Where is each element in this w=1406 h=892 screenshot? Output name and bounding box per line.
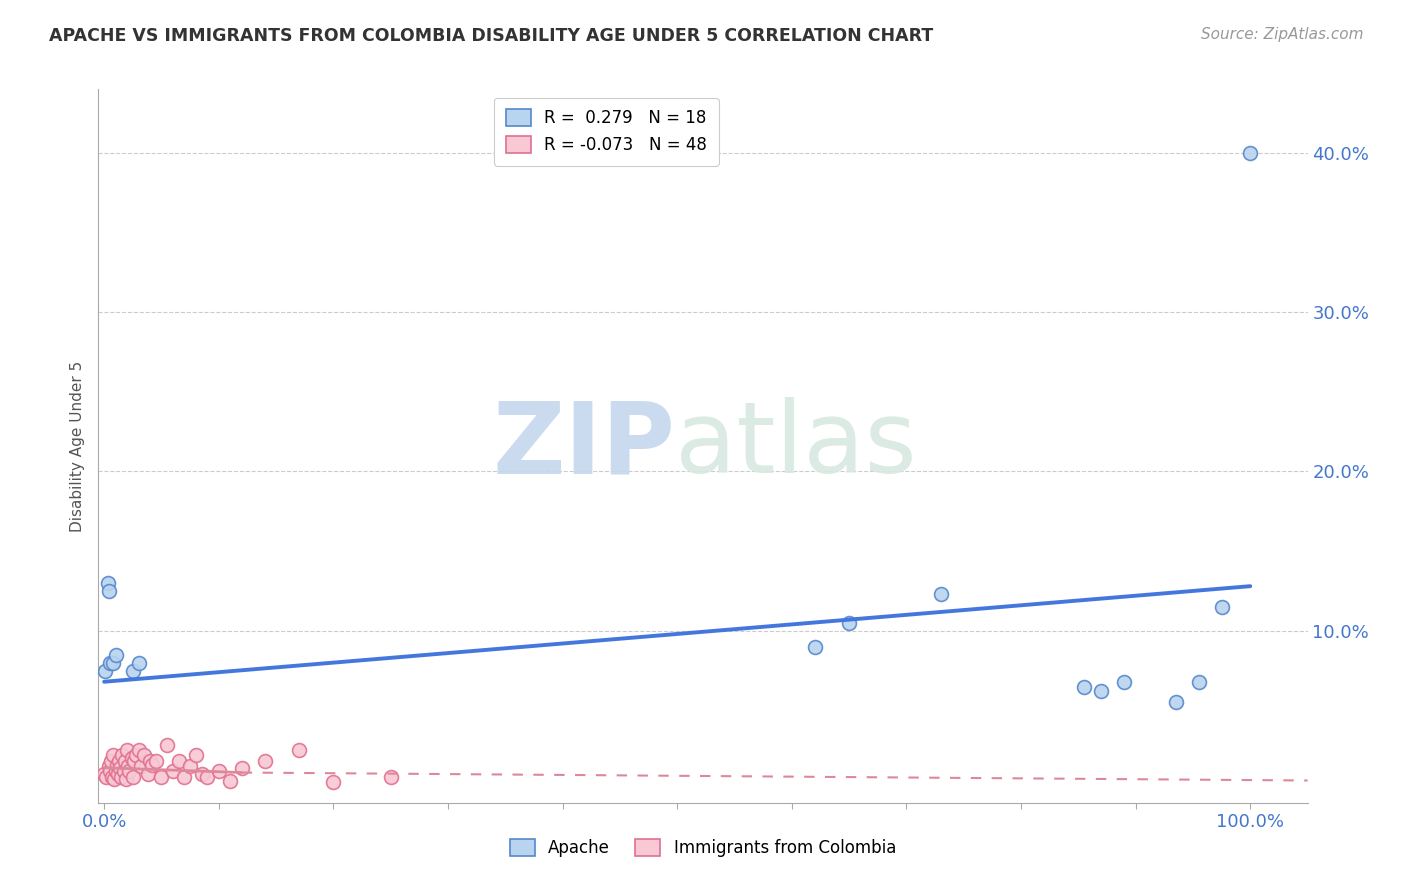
Point: [96, 770, 118, 784]
Point: [136, 767, 159, 781]
Point: [139, 755, 162, 769]
Point: [1090, 684, 1112, 698]
Point: [141, 757, 163, 772]
Text: APACHE VS IMMIGRANTS FROM COLOMBIA DISABILITY AGE UNDER 5 CORRELATION CHART: APACHE VS IMMIGRANTS FROM COLOMBIA DISAB…: [49, 27, 934, 45]
Point: [97, 759, 120, 773]
Point: [179, 759, 201, 773]
Point: [173, 770, 195, 784]
Point: [150, 770, 173, 784]
Point: [803, 640, 825, 654]
Point: [121, 751, 143, 765]
Point: [103, 656, 125, 670]
Point: [145, 755, 167, 769]
Point: [195, 770, 218, 784]
Point: [128, 656, 150, 670]
Point: [118, 764, 141, 778]
Point: [111, 747, 134, 762]
Point: [1188, 674, 1211, 689]
Point: [1073, 680, 1095, 694]
Point: [107, 767, 129, 781]
Point: [97, 583, 120, 598]
Point: [100, 755, 122, 769]
Point: [98, 764, 121, 778]
Point: [115, 772, 138, 786]
Point: [929, 587, 952, 601]
Point: [104, 764, 127, 778]
Point: [208, 764, 231, 778]
Point: [125, 747, 148, 762]
Text: Source: ZipAtlas.com: Source: ZipAtlas.com: [1201, 27, 1364, 42]
Point: [1114, 674, 1136, 689]
Point: [184, 747, 207, 762]
Point: [97, 576, 120, 591]
Point: [122, 755, 145, 769]
Point: [121, 664, 143, 678]
Point: [190, 767, 212, 781]
Point: [1211, 599, 1233, 614]
Point: [98, 656, 121, 670]
Point: [322, 775, 344, 789]
Point: [162, 764, 184, 778]
Point: [115, 743, 138, 757]
Point: [105, 757, 128, 772]
Point: [101, 770, 124, 784]
Point: [838, 615, 860, 630]
Point: [108, 761, 131, 775]
Point: [108, 755, 131, 769]
Point: [121, 770, 143, 784]
Point: [103, 772, 125, 786]
Point: [129, 759, 152, 773]
Y-axis label: Disability Age Under 5: Disability Age Under 5: [69, 360, 84, 532]
Point: [1164, 696, 1187, 710]
Point: [110, 770, 132, 784]
Point: [117, 759, 139, 773]
Point: [156, 739, 179, 753]
Point: [104, 648, 127, 662]
Point: [1239, 145, 1261, 160]
Point: [128, 743, 150, 757]
Text: atlas: atlas: [675, 398, 917, 494]
Point: [93, 767, 115, 781]
Point: [253, 755, 276, 769]
Point: [167, 755, 190, 769]
Point: [380, 770, 402, 784]
Point: [114, 755, 136, 769]
Point: [134, 747, 156, 762]
Text: ZIP: ZIP: [492, 398, 675, 494]
Point: [219, 773, 242, 788]
Point: [94, 664, 117, 678]
Point: [231, 761, 253, 775]
Point: [288, 743, 311, 757]
Point: [112, 764, 135, 778]
Point: [103, 747, 125, 762]
Legend: Apache, Immigrants from Colombia: Apache, Immigrants from Colombia: [502, 831, 904, 866]
